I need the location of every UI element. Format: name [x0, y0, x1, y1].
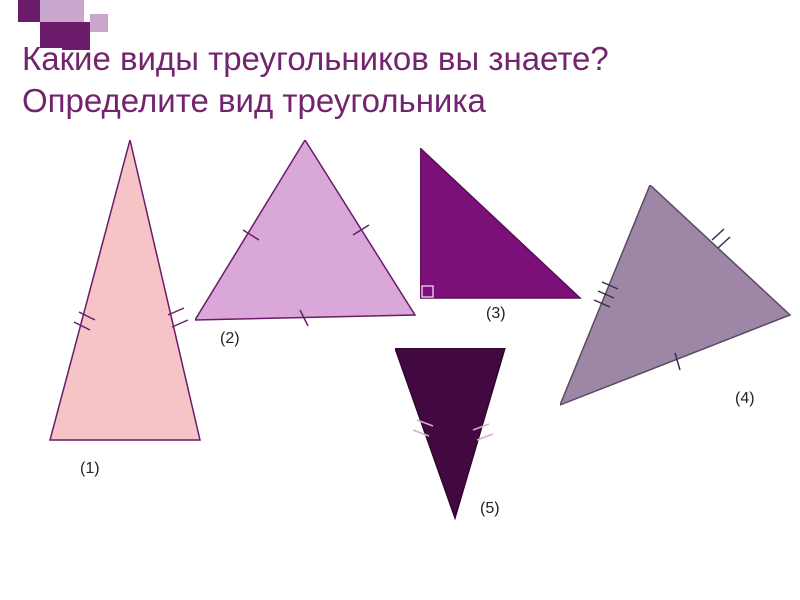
triangle-4-shape: [560, 185, 790, 405]
title-line-2: Определите вид треугольника: [22, 82, 486, 119]
triangle-1-label: (1): [80, 460, 100, 478]
deco-sq: [18, 0, 40, 22]
triangle-1-shape: [50, 140, 200, 440]
deco-sq: [62, 0, 84, 22]
deco-sq: [40, 0, 62, 22]
triangle-5-shape: [395, 348, 505, 518]
triangle-3-label: (3): [486, 305, 506, 323]
triangle-5-label: (5): [480, 500, 500, 518]
triangle-2-label: (2): [220, 330, 240, 348]
triangles-stage: (1) (2) (3) (4): [0, 130, 800, 590]
slide-title: Какие виды треугольников вы знаете? Опре…: [22, 38, 609, 122]
triangle-4-label: (4): [735, 390, 755, 408]
title-line-1: Какие виды треугольников вы знаете?: [22, 40, 609, 77]
triangle-4: [560, 185, 800, 415]
triangle-3-shape: [420, 148, 580, 298]
triangle-2-shape: [195, 140, 415, 320]
triangle-2: [195, 140, 425, 340]
deco-sq: [90, 14, 108, 32]
